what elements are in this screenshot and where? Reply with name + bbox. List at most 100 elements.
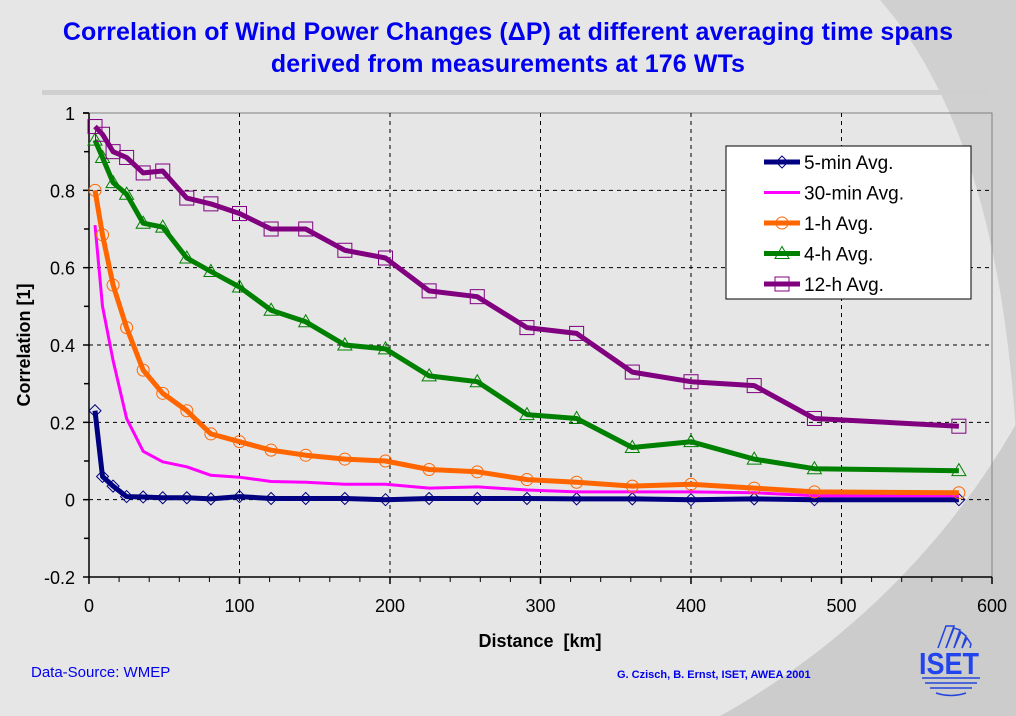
data-point <box>96 228 110 242</box>
legend-item: 1-h Avg. <box>764 214 873 235</box>
data-point <box>204 427 218 441</box>
data-point <box>156 386 170 400</box>
data-point <box>135 215 152 229</box>
data-point <box>155 163 171 179</box>
data-point <box>746 451 763 465</box>
legend: 5-min Avg. 30-min Avg. 1-h Avg. 4-h Avg. 12-… <box>725 145 972 300</box>
data-point <box>625 492 640 506</box>
y-tick-labels: -0.2 0 0.2 0.4 0.6 0.8 1 <box>44 104 75 588</box>
data-point <box>520 491 534 506</box>
data-point <box>264 443 278 457</box>
legend-item: 12-h Avg. <box>764 275 884 296</box>
data-point <box>746 378 762 394</box>
y-axis-title: Correlation [1] <box>14 283 34 406</box>
x-tick-label: 500 <box>826 596 856 616</box>
data-point <box>377 340 394 355</box>
chart-title-line2: derived from measurements at 176 WTs <box>270 50 746 78</box>
series-4-h-avg <box>87 132 967 477</box>
background-swoosh <box>880 0 1016 716</box>
data-point <box>469 373 486 388</box>
data-point <box>297 313 314 328</box>
data-point <box>156 491 170 505</box>
data-point <box>231 279 248 293</box>
data-point <box>119 489 134 504</box>
title-divider <box>42 90 988 95</box>
data-point <box>422 491 436 506</box>
logo-arc-top <box>937 625 972 649</box>
data-point <box>154 219 171 233</box>
data-point <box>683 374 699 390</box>
x-tick-label: 200 <box>375 596 405 616</box>
data-point <box>338 452 352 466</box>
data-point <box>233 435 246 449</box>
data-point <box>119 149 135 165</box>
credit-label: G. Czisch, B. Ernst, ISET, AWEA 2001 <box>617 669 811 681</box>
data-point <box>95 469 110 484</box>
data-source-label: Data-Source: WMEP <box>31 664 171 681</box>
data-point <box>263 302 279 316</box>
data-point <box>336 337 353 351</box>
data-point <box>520 473 534 487</box>
y-tick-label: -0.2 <box>44 568 75 588</box>
data-point <box>747 481 761 495</box>
x-tick-label: 400 <box>676 596 706 616</box>
data-point <box>951 462 967 477</box>
data-point <box>136 490 150 504</box>
data-point <box>87 119 103 135</box>
data-point <box>203 263 219 278</box>
data-point <box>807 492 822 507</box>
data-point <box>180 491 194 505</box>
logo-text: ISET <box>919 646 979 681</box>
data-point <box>568 410 585 424</box>
background-swoosh-lower <box>720 0 1016 716</box>
data-point <box>570 475 584 489</box>
data-point <box>178 250 195 264</box>
legend-item: 30-min Avg. <box>764 184 904 205</box>
data-point <box>683 433 699 448</box>
data-point <box>470 491 484 506</box>
data-point <box>106 278 120 292</box>
series-line <box>92 189 959 496</box>
data-point <box>806 410 822 426</box>
data-point <box>470 465 484 479</box>
y-tick-label: 0.8 <box>50 181 75 201</box>
data-point <box>88 183 102 197</box>
data-point <box>519 320 535 336</box>
data-point <box>624 364 640 380</box>
data-point <box>298 221 314 237</box>
series-group <box>87 119 967 507</box>
data-point <box>421 367 438 382</box>
legend-label: 12-h Avg. <box>804 275 884 296</box>
chart-title: Correlation of Wind Power Changes (ΔP) a… <box>0 16 1016 80</box>
legend-label: 5-min Avg. <box>804 153 893 174</box>
legend-item: 4-h Avg. <box>764 245 873 266</box>
data-point <box>232 489 247 504</box>
series-line <box>92 139 959 474</box>
data-point <box>337 242 353 258</box>
y-tick-label: 0.6 <box>50 259 75 279</box>
data-point <box>120 321 134 335</box>
data-point <box>135 165 151 181</box>
data-point <box>378 454 392 468</box>
y-tick-label: 0.2 <box>50 413 75 433</box>
y-tick-label: 1 <box>65 104 75 124</box>
logo-arc-bottom <box>922 677 980 697</box>
series-12-h-avg <box>87 119 967 434</box>
data-point <box>180 404 194 418</box>
data-point <box>421 283 437 299</box>
x-axis-title: Distance [km] <box>478 631 601 651</box>
data-point <box>469 289 485 305</box>
legend-swatch-marker <box>774 245 790 259</box>
series-line <box>93 224 959 498</box>
data-point <box>106 479 120 493</box>
data-point <box>204 492 218 506</box>
x-tick-label: 300 <box>525 596 555 616</box>
legend-label: 30-min Avg. <box>804 184 904 205</box>
legend-swatch-marker <box>775 216 789 230</box>
series-1-h-avg <box>88 183 966 500</box>
data-point <box>299 491 313 506</box>
iset-logo: ISET <box>919 625 980 697</box>
series-line <box>92 410 959 503</box>
